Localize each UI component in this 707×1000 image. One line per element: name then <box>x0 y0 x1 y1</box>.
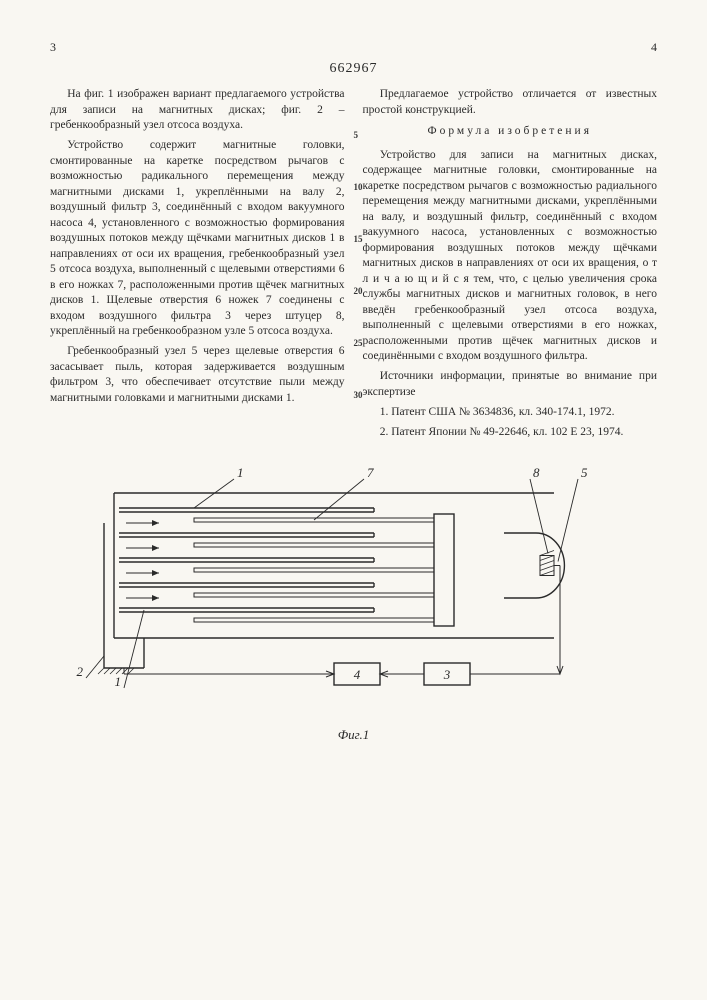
paragraph: Устройство для записи на магнитных диска… <box>363 148 658 365</box>
right-column: Предлагаемое устройство отличается от из… <box>363 87 658 445</box>
paragraph: На фиг. 1 изображен вариант предлагаемог… <box>50 87 345 134</box>
figure-caption: Фиг.1 <box>50 727 657 743</box>
svg-text:2: 2 <box>76 664 83 679</box>
svg-text:3: 3 <box>442 667 450 682</box>
formula-heading: Формула изобретения <box>363 124 658 140</box>
left-column: На фиг. 1 изображен вариант предлагаемог… <box>50 87 345 445</box>
page-num-left: 3 <box>50 40 56 55</box>
text-columns: 5 10 15 20 25 30 На фиг. 1 изображен вар… <box>50 87 657 445</box>
figure-1: 1 7 8 5 1 2 4 3 <box>50 463 657 723</box>
paragraph: Источники информации, принятые во вниман… <box>363 369 658 400</box>
page-number-row: 3 4 <box>50 40 657 55</box>
paragraph: Гребенкообразный узел 5 через щелевые от… <box>50 344 345 406</box>
svg-text:1: 1 <box>237 465 244 480</box>
paragraph: Устройство содержит магнитные головки, с… <box>50 138 345 340</box>
figure-svg: 1 7 8 5 1 2 4 3 <box>74 463 634 723</box>
paragraph: 1. Патент США № 3634836, кл. 340-174.1, … <box>363 405 658 421</box>
svg-text:4: 4 <box>353 667 360 682</box>
svg-text:7: 7 <box>367 465 374 480</box>
svg-text:1: 1 <box>114 674 121 689</box>
document-number: 662967 <box>50 61 657 77</box>
svg-text:8: 8 <box>533 465 540 480</box>
gutter-mark: 20 <box>354 285 363 297</box>
page: 3 4 662967 5 10 15 20 25 30 На фиг. 1 из… <box>0 0 707 1000</box>
gutter-mark: 25 <box>354 337 363 349</box>
paragraph: Предлагаемое устройство отличается от из… <box>363 87 658 118</box>
svg-text:5: 5 <box>581 465 588 480</box>
gutter-mark: 5 <box>354 129 359 141</box>
gutter-mark: 15 <box>354 233 363 245</box>
page-num-right: 4 <box>651 40 657 55</box>
gutter-mark: 10 <box>354 181 363 193</box>
gutter-mark: 30 <box>354 389 363 401</box>
paragraph: 2. Патент Японии № 49-22646, кл. 102 E 2… <box>363 425 658 441</box>
